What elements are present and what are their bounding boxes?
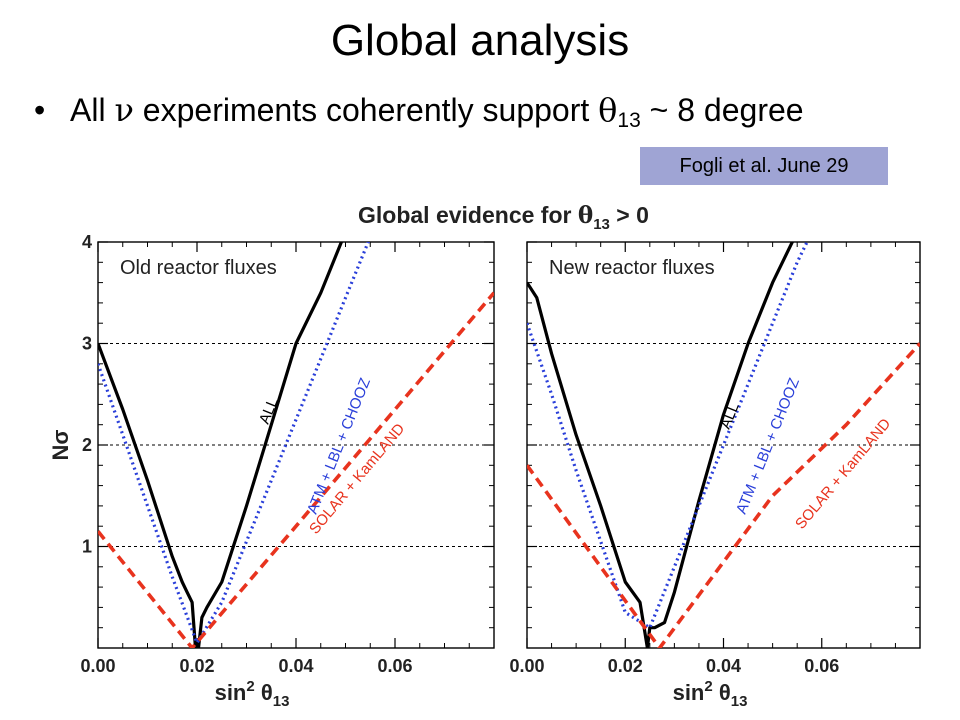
- bullet-middle: experiments coherently support: [133, 92, 599, 128]
- slide-title: Global analysis: [330, 16, 630, 65]
- x-tick-label: 0.02: [608, 656, 643, 676]
- panel-label: New reactor fluxes: [549, 257, 715, 279]
- x-axis-label-right: sin2 θ13: [673, 678, 748, 710]
- series-line-solar-kamland: [527, 342, 920, 648]
- bullet-prefix: All: [70, 92, 115, 128]
- y-axis-label: Nσ: [48, 430, 73, 461]
- x-tick-label: 0.00: [80, 656, 115, 676]
- nu-symbol: ν: [114, 91, 134, 129]
- x-tick-label: 0.04: [278, 656, 313, 676]
- series-line-all: [98, 242, 344, 648]
- bullet-text: • All ν experiments coherently support θ1…: [34, 88, 804, 132]
- series-line-atm-lbl-chooz: [98, 242, 370, 645]
- y-tick-label: 2: [82, 435, 92, 455]
- panel-label: Old reactor fluxes: [120, 257, 277, 279]
- x-tick-label: 0.00: [509, 656, 544, 676]
- y-tick-label: 3: [82, 334, 92, 354]
- series-line-solar-kamland: [98, 291, 494, 648]
- series-line-atm-lbl-chooz: [527, 242, 809, 630]
- y-tick-label: 4: [82, 232, 92, 252]
- series-label-all: ALL: [717, 400, 743, 431]
- x-axis-label-left: sin2 θ13: [215, 678, 290, 710]
- bullet-dot: •: [34, 92, 46, 128]
- theta-subscript: 13: [617, 109, 641, 132]
- citation-box: Fogli et al. June 29: [640, 147, 888, 185]
- x-tick-label: 0.06: [377, 656, 412, 676]
- x-tick-label: 0.02: [179, 656, 214, 676]
- series-label-solar-kamland: SOLAR + KamLAND: [792, 415, 894, 532]
- bullet-suffix: ~ 8 degree: [640, 92, 804, 128]
- x-tick-label: 0.06: [804, 656, 839, 676]
- x-tick-label: 0.04: [706, 656, 741, 676]
- y-tick-label: 1: [82, 537, 92, 557]
- series-line-all: [527, 242, 795, 648]
- figure-title: Global evidence for θ13 > 0: [358, 202, 649, 233]
- theta-symbol: θ: [598, 91, 618, 129]
